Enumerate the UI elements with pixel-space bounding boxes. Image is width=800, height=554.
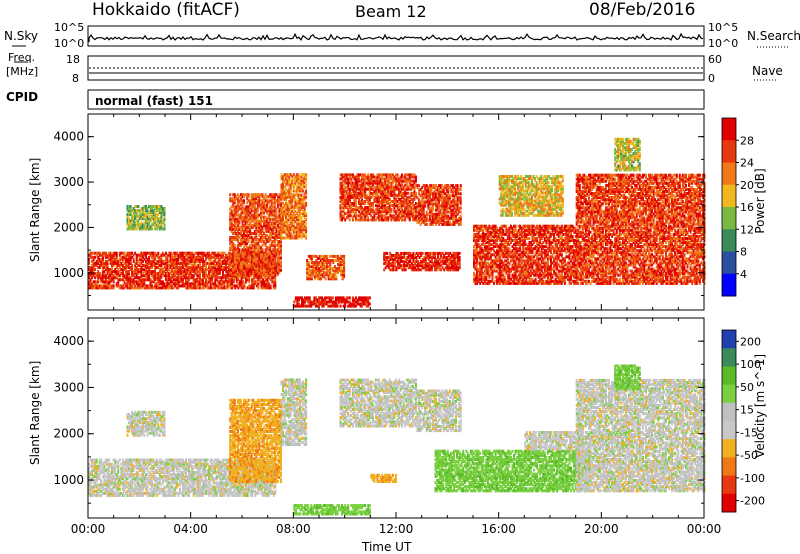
echo-cell [130, 205, 132, 208]
echo-band [127, 205, 166, 230]
echo-cell [133, 258, 135, 261]
echo-cell [229, 193, 231, 196]
echo-cell [151, 227, 153, 230]
echo-band [229, 193, 282, 276]
cpid-panel-frame [88, 90, 704, 109]
echo-cell [113, 284, 115, 287]
noise-line [89, 34, 703, 42]
echo-cell [234, 244, 236, 247]
echo-cell [116, 252, 118, 255]
freq-panel-frame [88, 56, 704, 80]
echo-cell [157, 252, 159, 255]
echo-cell [249, 273, 251, 276]
echo-cell [243, 199, 245, 202]
noise-trace [89, 34, 703, 42]
echo-cell [164, 223, 166, 226]
echo-cell [94, 268, 96, 271]
echo-cell [137, 205, 139, 208]
echo-cell [164, 207, 166, 210]
echo-cell [248, 193, 250, 196]
echo-cell [131, 264, 133, 267]
noise-panel-frame [88, 26, 704, 46]
echo-cell [262, 248, 264, 251]
echo-cell [270, 284, 272, 287]
chart-canvas: 1000200030004000 100020003000400000:00 04… [0, 0, 800, 554]
